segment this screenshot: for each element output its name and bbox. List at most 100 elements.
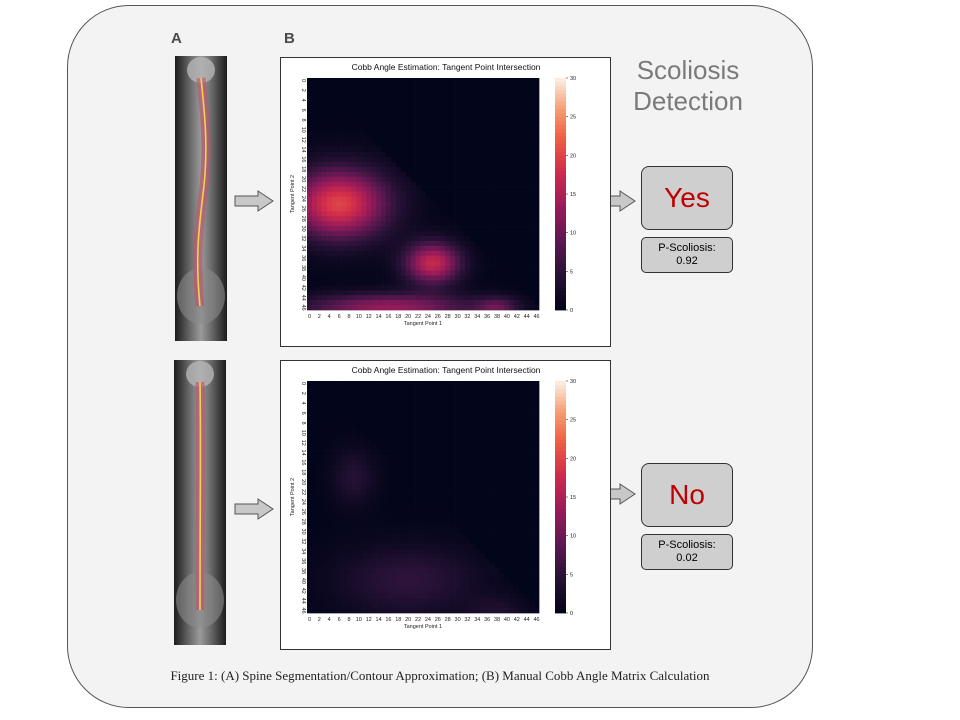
heatmap-cell — [336, 181, 342, 187]
heatmap-cell — [509, 122, 515, 128]
heatmap-cell — [479, 196, 486, 202]
heatmap-cell — [326, 469, 333, 476]
heatmap-cell — [326, 385, 333, 392]
heatmap-cell — [346, 240, 352, 247]
heatmap-cell — [356, 206, 362, 212]
heatmap-cell — [395, 166, 402, 173]
heatmap-cell — [351, 558, 357, 564]
heatmap-cell — [331, 583, 337, 589]
heatmap-cell — [519, 117, 525, 123]
heatmap-cell — [336, 568, 342, 574]
heatmap-cell — [316, 92, 323, 99]
heatmap-cell — [484, 78, 490, 84]
heatmap-cell — [316, 534, 323, 540]
heatmap-cell — [469, 250, 476, 257]
heatmap-cell — [366, 538, 372, 545]
heatmap-cell — [450, 381, 456, 387]
heatmap-cell — [494, 440, 500, 446]
heatmap-cell — [336, 435, 342, 441]
heatmap-cell — [514, 255, 520, 261]
heatmap-cell — [445, 558, 451, 564]
heatmap-cell — [445, 529, 451, 535]
heatmap-cell — [514, 112, 520, 118]
heatmap-cell — [430, 385, 436, 392]
heatmap-cell — [400, 147, 407, 153]
heatmap-cell — [509, 440, 515, 446]
heatmap-cell — [499, 459, 505, 466]
heatmap-cell — [479, 598, 486, 604]
colorbar-segment — [555, 508, 566, 513]
heatmap-cell — [420, 142, 426, 148]
heatmap-cell — [316, 206, 323, 212]
heatmap-cell — [385, 280, 392, 286]
heatmap-cell — [464, 280, 471, 286]
heatmap-cell — [479, 464, 486, 471]
heatmap-cell — [331, 216, 337, 222]
heatmap-cell — [455, 593, 461, 599]
heatmap-cell — [479, 226, 486, 232]
heatmap-cell — [489, 390, 495, 397]
heatmap-cell — [395, 405, 402, 411]
heatmap-cell — [529, 166, 535, 173]
heatmap-cell — [529, 97, 535, 104]
heatmap-cell — [519, 255, 525, 261]
heatmap-cell — [524, 469, 530, 476]
colorbar-segment — [555, 450, 566, 455]
heatmap-cell — [316, 117, 323, 123]
heatmap-cell — [311, 440, 318, 446]
heatmap-cell — [484, 469, 490, 476]
heatmap-cell — [341, 142, 347, 148]
heatmap-cell — [311, 186, 318, 192]
heatmap-cell — [376, 142, 382, 148]
heatmap-cell — [469, 280, 476, 286]
heatmap-cell — [366, 102, 372, 108]
heatmap-cell — [326, 176, 333, 183]
heatmap-cell — [321, 425, 328, 431]
heatmap-cell — [519, 538, 525, 545]
heatmap-cell — [440, 484, 446, 490]
heatmap-cell — [489, 489, 495, 495]
heatmap-cell — [376, 216, 382, 222]
heatmap-cell — [390, 474, 397, 481]
heatmap-cell — [425, 390, 431, 397]
heatmap-cell — [534, 290, 540, 296]
heatmap-cell — [509, 489, 515, 495]
heatmap-cell — [514, 405, 520, 411]
heatmap-cell — [450, 102, 456, 108]
heatmap-cell — [420, 300, 426, 306]
heatmap-cell — [376, 231, 382, 237]
heatmap-cell — [455, 445, 461, 451]
heatmap-cell — [489, 455, 495, 461]
heatmap-cell — [519, 514, 525, 520]
heatmap-cell — [435, 558, 441, 564]
heatmap-cell — [504, 563, 510, 569]
heatmap-cell — [489, 435, 495, 441]
heatmap-cell — [474, 548, 481, 555]
heatmap-cell — [307, 479, 313, 486]
heatmap-cell — [484, 156, 490, 163]
heatmap-cell — [385, 82, 392, 89]
heatmap-cell — [311, 489, 318, 495]
colorbar-segment — [555, 263, 566, 268]
heatmap-cell — [400, 450, 407, 456]
heatmap-cell — [440, 191, 446, 197]
heatmap-cell — [474, 275, 481, 281]
heatmap-cell — [366, 558, 372, 564]
heatmap-cell — [494, 196, 500, 202]
heatmap-cell — [385, 543, 392, 550]
heatmap-cell — [469, 275, 476, 281]
heatmap-cell — [455, 231, 461, 237]
heatmap-cell — [435, 201, 441, 207]
heatmap-cell — [474, 410, 481, 416]
heatmap-cell — [307, 381, 313, 387]
heatmap-cell — [504, 152, 510, 158]
probability-value: 0.92 — [676, 255, 698, 267]
heatmap-cell — [519, 166, 525, 173]
heatmap-cell — [534, 568, 540, 574]
heatmap-cell — [326, 464, 333, 471]
y-tick-label: 30 — [300, 226, 306, 232]
colorbar-tick-label: 30 — [570, 379, 576, 385]
heatmap-cell — [316, 435, 323, 441]
heatmap-cell — [390, 255, 397, 261]
heatmap-cell — [430, 206, 436, 212]
